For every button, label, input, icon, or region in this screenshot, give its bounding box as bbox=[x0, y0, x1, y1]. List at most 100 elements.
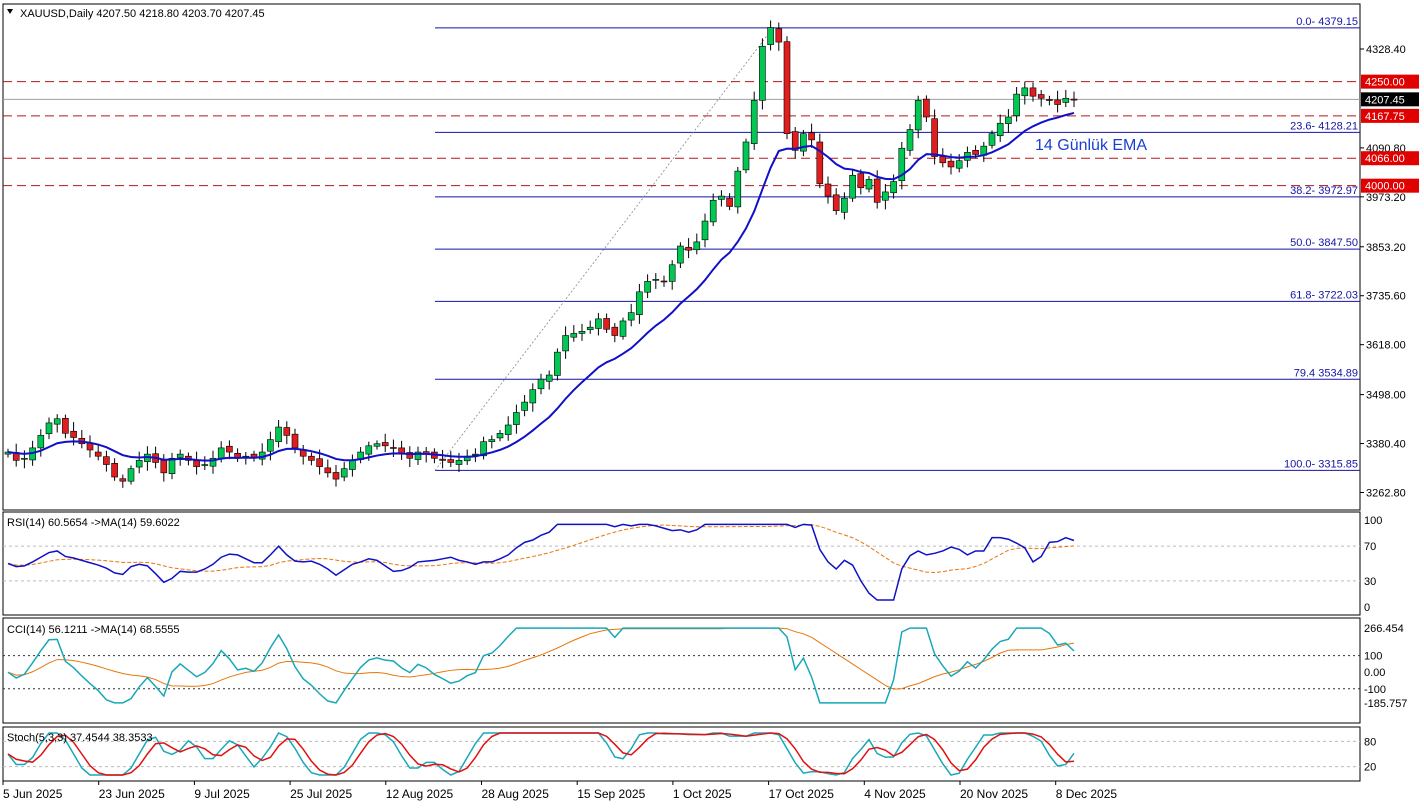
rsi-axis-label: 30 bbox=[1364, 576, 1376, 588]
fibonacci-label: 23.6- 4128.21 bbox=[1290, 120, 1358, 132]
candle-body bbox=[693, 241, 701, 251]
candle-body bbox=[972, 150, 979, 155]
current-price-label: 4207.45 bbox=[1365, 94, 1405, 106]
candle-body bbox=[308, 455, 315, 461]
candle-body bbox=[554, 351, 561, 376]
candle-body bbox=[537, 378, 545, 390]
candle-body bbox=[841, 197, 848, 213]
stoch-axis-label: 80 bbox=[1364, 736, 1376, 748]
rsi-pane bbox=[2, 511, 1361, 616]
x-tick-label: 8 Dec 2025 bbox=[1056, 787, 1118, 801]
candle-body bbox=[447, 459, 455, 463]
candle-body bbox=[381, 442, 389, 447]
cci-axis-label: 266.454 bbox=[1364, 623, 1404, 635]
stoch-pane bbox=[2, 726, 1361, 782]
candle-body bbox=[931, 118, 938, 157]
candle-body bbox=[62, 418, 69, 434]
level-badge bbox=[1361, 108, 1419, 123]
rsi-ma-line bbox=[7, 524, 1075, 573]
fibonacci-label: 61.8- 3722.03 bbox=[1290, 289, 1358, 301]
candle-body bbox=[103, 456, 110, 465]
current-price-badge bbox=[1361, 92, 1419, 107]
candle-body bbox=[595, 318, 602, 329]
candle-body bbox=[70, 430, 77, 438]
cci-pane bbox=[2, 617, 1361, 724]
x-tick-label: 9 Jul 2025 bbox=[194, 787, 250, 801]
candle-body bbox=[709, 199, 717, 223]
candle-body bbox=[562, 335, 569, 352]
candle-body bbox=[898, 147, 906, 181]
cci-axis-label: 100 bbox=[1364, 651, 1382, 663]
candle-body bbox=[316, 458, 323, 467]
candle-body bbox=[496, 433, 504, 439]
candle-body bbox=[636, 291, 643, 316]
candle-body bbox=[340, 468, 348, 478]
candle-body bbox=[914, 100, 922, 131]
cci-axis-label: -100 bbox=[1364, 684, 1386, 696]
candle-body bbox=[824, 183, 832, 197]
candle-body bbox=[1070, 98, 1078, 101]
candle-body bbox=[390, 447, 397, 449]
cci-label: CCI(14) 56.1211 ->MA(14) 68.5555 bbox=[7, 624, 180, 636]
x-tick-label: 17 Oct 2025 bbox=[769, 787, 835, 801]
candle-body bbox=[1046, 99, 1053, 101]
y-tick-label: 3380.40 bbox=[1366, 439, 1406, 451]
dropdown-arrow-icon bbox=[7, 9, 13, 14]
y-tick-label: 4328.40 bbox=[1366, 44, 1406, 56]
level-label: 4000.00 bbox=[1365, 181, 1405, 193]
candle-body bbox=[726, 197, 733, 207]
candle-body bbox=[586, 326, 594, 330]
fibonacci-label: 100.0- 3315.85 bbox=[1284, 458, 1358, 470]
candle-body bbox=[373, 443, 381, 447]
candle-body bbox=[750, 100, 758, 144]
candle-body bbox=[677, 245, 684, 264]
candle-body bbox=[849, 174, 856, 199]
candle-body bbox=[1005, 116, 1012, 124]
candle-body bbox=[988, 133, 996, 146]
chart-header: XAUUSD,Daily 4207.50 4218.80 4203.70 420… bbox=[20, 8, 265, 20]
candle-body bbox=[53, 418, 61, 425]
level-badge bbox=[1361, 151, 1419, 166]
candle-body bbox=[291, 433, 299, 449]
stoch-label: Stoch(5,3,3) 37.4544 38.3533 bbox=[7, 732, 153, 744]
candle-body bbox=[767, 27, 774, 45]
level-label: 4250.00 bbox=[1365, 77, 1405, 89]
candle-body bbox=[1054, 99, 1061, 105]
candle-body bbox=[414, 451, 422, 460]
candle-body bbox=[275, 426, 282, 442]
candle-body bbox=[783, 41, 791, 134]
ema-line bbox=[7, 111, 1075, 462]
stoch-axis-label: 20 bbox=[1364, 762, 1376, 774]
candle-body bbox=[480, 441, 487, 457]
cci-line bbox=[7, 627, 1075, 704]
candle-body bbox=[816, 141, 824, 184]
rsi-axis-label: 0 bbox=[1364, 602, 1370, 614]
candle-body bbox=[504, 424, 512, 435]
candle-body bbox=[832, 194, 840, 211]
y-tick-label: 3618.00 bbox=[1366, 340, 1406, 352]
candle-body bbox=[619, 320, 627, 337]
candle-body bbox=[660, 280, 668, 283]
candle-body bbox=[521, 401, 528, 411]
x-tick-label: 15 Sep 2025 bbox=[577, 787, 645, 801]
rsi-axis-label: 70 bbox=[1364, 541, 1376, 553]
candle-body bbox=[365, 445, 373, 455]
candle-body bbox=[168, 457, 176, 474]
candle-body bbox=[808, 132, 815, 141]
candle-body bbox=[201, 464, 209, 466]
candle-body bbox=[627, 312, 635, 321]
candle-body bbox=[996, 122, 1004, 137]
y-tick-label: 3853.20 bbox=[1366, 242, 1406, 254]
candle-body bbox=[947, 160, 955, 168]
rsi-axis-label: 100 bbox=[1364, 515, 1382, 527]
candle-body bbox=[439, 458, 446, 461]
candle-body bbox=[406, 452, 414, 459]
fibonacci-label: 38.2- 3972.97 bbox=[1290, 185, 1358, 197]
fibonacci-label: 0.0- 4379.15 bbox=[1296, 16, 1358, 28]
candle-body bbox=[865, 179, 873, 190]
candle-body bbox=[324, 467, 332, 474]
candle-body bbox=[775, 28, 783, 43]
candle-body bbox=[1021, 87, 1029, 97]
candle-body bbox=[668, 264, 676, 282]
